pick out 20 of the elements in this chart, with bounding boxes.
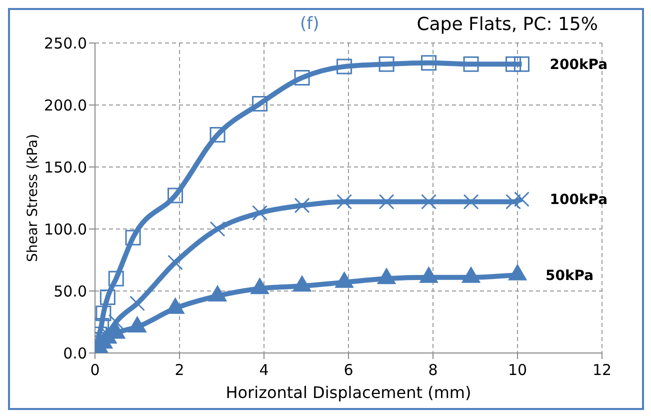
x-tick-label: 12: [592, 361, 612, 379]
y-tick-label: 250.0: [44, 34, 87, 52]
series-label: 200kPa: [550, 57, 608, 74]
x-tick-label: 8: [428, 361, 438, 379]
series-label: 100kPa: [550, 192, 608, 208]
series-label: 50kPa: [546, 268, 594, 284]
chart-title: Cape Flats, PC: 15%: [416, 14, 598, 35]
y-axis-title: Shear Stress (kPa): [24, 134, 41, 262]
x-tick-label: 10: [508, 361, 528, 379]
y-tick-label: 50.0: [54, 282, 87, 300]
text: (f): [300, 14, 320, 34]
x-tick-label: 4: [259, 361, 269, 379]
y-tick-label: 150.0: [44, 158, 87, 176]
x-tick-label: 6: [344, 361, 354, 379]
x-tick-label: 0: [90, 361, 100, 379]
x-axis-title: Horizontal Displacement (mm): [226, 383, 472, 402]
x-tick-label: 2: [174, 361, 184, 379]
y-tick-label: 200.0: [44, 96, 87, 114]
y-tick-label: 0.0: [63, 344, 87, 362]
y-tick-label: 100.0: [44, 220, 87, 238]
